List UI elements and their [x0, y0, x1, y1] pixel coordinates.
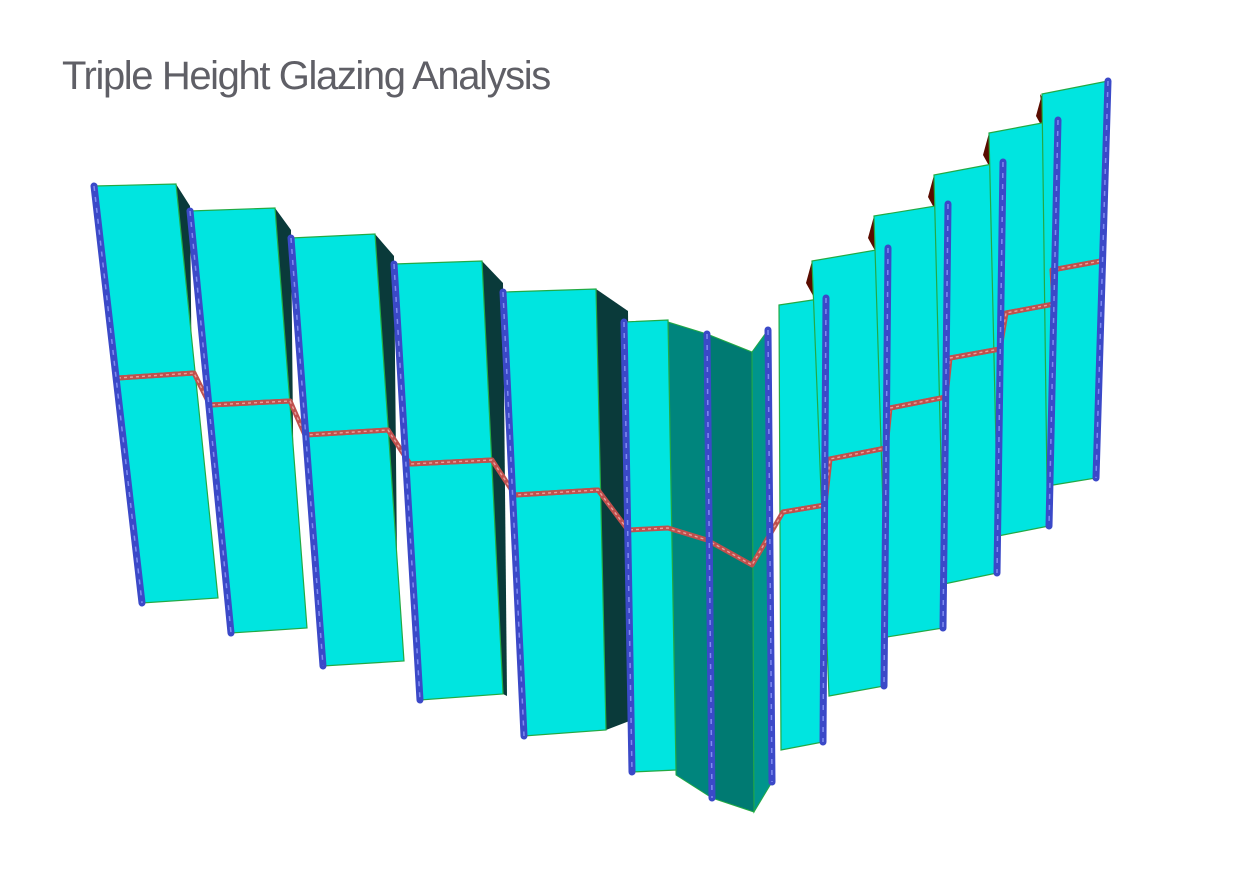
glass-panel-right-2-mullion: [880, 244, 892, 690]
page-title: Triple Height Glazing Analysis: [62, 54, 551, 98]
corner-mullion-detail-1: [623, 321, 633, 773]
glass-panel-right-4-mullion-detail: [996, 161, 1004, 574]
glass-panel-right-1-mullion-detail: [822, 297, 827, 743]
glass-panel-right-6-mullion-detail: [1095, 80, 1109, 479]
mullion-layer: [90, 77, 1112, 802]
transom-continuous-detail: [117, 260, 1102, 566]
glass-panel-left-3-mullion: [287, 234, 327, 670]
corner-glass-layer: [667, 321, 773, 814]
glass-panel-right-2-mullion-detail: [883, 247, 889, 687]
glass-panel-left-4-mullion-detail: [393, 263, 421, 701]
glass-panel-right-3-mullion-detail: [942, 203, 949, 629]
glass-panel-left-1-mullion-detail: [93, 185, 143, 604]
corner-mullion-detail-3: [767, 329, 773, 783]
glass-panel-left-5-mullion-detail: [502, 291, 525, 737]
glass-panel-left-2-mullion-detail: [189, 210, 232, 634]
corner-mullion-detail-2: [706, 333, 713, 799]
transom-layer: [115, 258, 1104, 568]
glass-panel-right-5-mullion-detail: [1048, 119, 1059, 527]
fin-shade-left-4: [482, 261, 507, 696]
